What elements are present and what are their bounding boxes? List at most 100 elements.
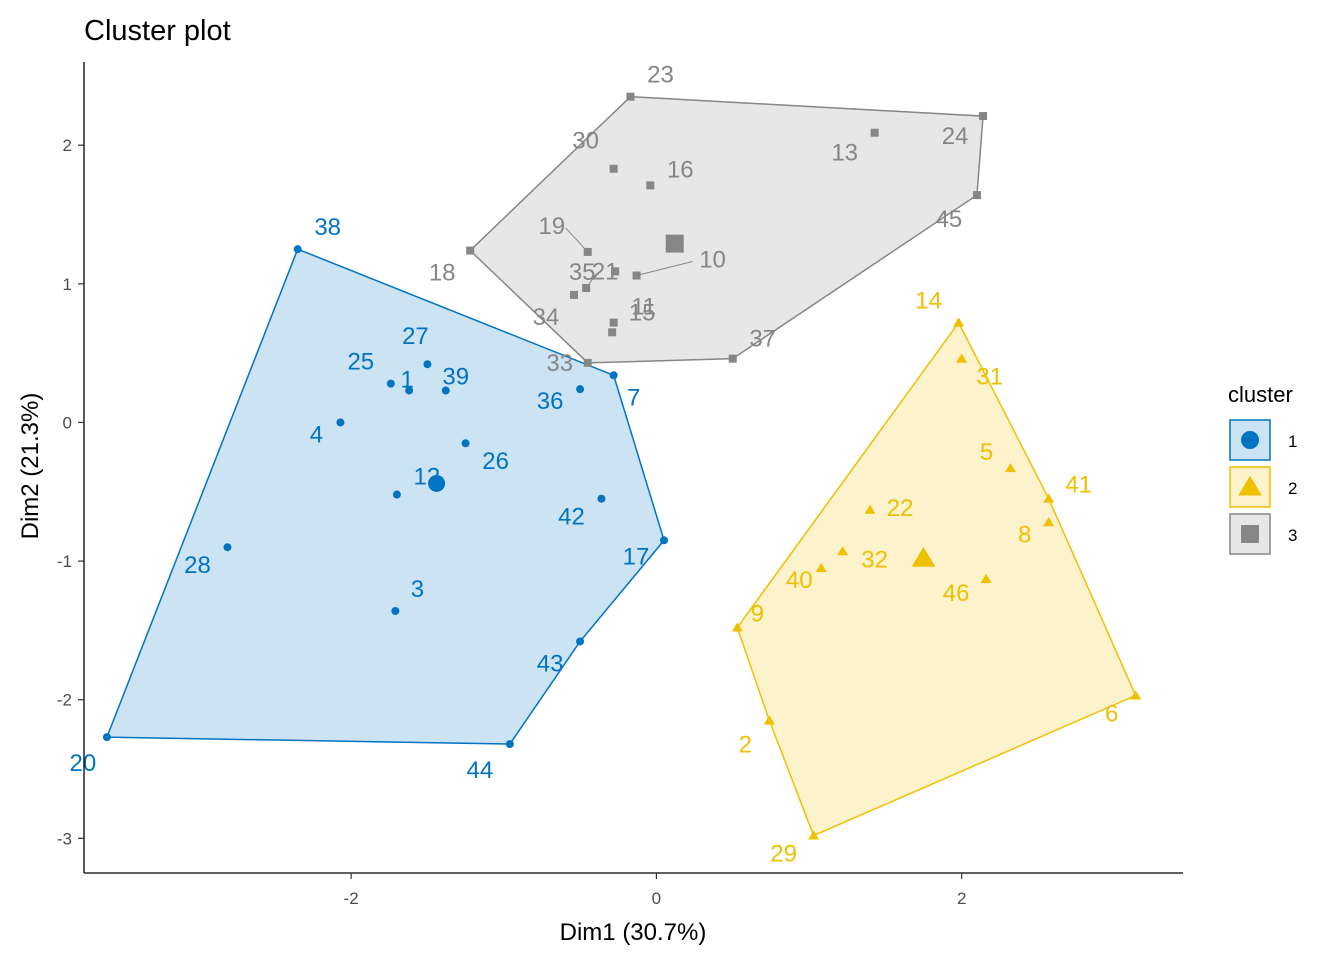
cluster-2-point-5 — [1005, 462, 1017, 473]
x-tick-label: 2 — [957, 889, 966, 908]
point-label-45: 45 — [936, 206, 963, 233]
cluster-3-centroid — [665, 234, 684, 253]
cluster-2-point-46 — [980, 573, 992, 584]
point-label-28: 28 — [184, 552, 211, 579]
y-tick-label: -2 — [57, 691, 72, 710]
cluster-2-point-22 — [864, 504, 876, 514]
point-label-2: 2 — [739, 732, 752, 759]
point-label-41: 41 — [1065, 472, 1092, 499]
point-label-42: 42 — [558, 504, 585, 531]
cluster-1-point-26 — [461, 439, 470, 448]
cluster-1-point-3 — [391, 606, 400, 615]
cluster-2-point-29 — [808, 830, 820, 840]
point-label-7: 7 — [627, 384, 640, 411]
cluster-2-point-6 — [1130, 690, 1142, 700]
cluster-3-point-45 — [972, 191, 981, 200]
point-label-30: 30 — [572, 128, 599, 155]
point-label-20: 20 — [70, 750, 97, 777]
point-label-5: 5 — [980, 439, 993, 466]
cluster-1-point-17 — [660, 536, 669, 545]
cluster-3-point-34 — [569, 290, 578, 299]
leader-10 — [636, 261, 693, 276]
cluster-1-point-43 — [576, 637, 585, 646]
point-label-13: 13 — [831, 140, 858, 167]
cluster-1-point-36 — [576, 385, 585, 394]
point-label-9: 9 — [751, 601, 764, 628]
point-label-16: 16 — [667, 156, 694, 183]
cluster-3-point-23 — [626, 92, 635, 101]
point-label-27: 27 — [402, 323, 429, 350]
cluster-3-point-11 — [609, 318, 618, 327]
point-label-44: 44 — [467, 757, 494, 784]
cluster-1-centroid — [428, 474, 446, 492]
cluster-1-point-1 — [405, 386, 414, 395]
cluster-3-point-10 — [632, 271, 641, 280]
y-tick-label: 2 — [63, 136, 72, 155]
point-label-8: 8 — [1018, 521, 1031, 548]
legend-title: cluster — [1228, 382, 1293, 407]
legend-label-2: 2 — [1288, 479, 1297, 498]
point-label-33: 33 — [546, 350, 573, 377]
cluster-3-point-24 — [979, 112, 988, 121]
point-label-1: 1 — [400, 367, 413, 394]
cluster-2-point-9 — [731, 622, 743, 632]
point-label-35: 35 — [569, 259, 596, 286]
y-tick-label: 0 — [63, 413, 72, 432]
cluster-1-point-27 — [423, 360, 432, 369]
x-tick-label: -2 — [344, 889, 359, 908]
point-label-29: 29 — [770, 841, 797, 868]
cluster-3-point-33 — [583, 358, 592, 367]
point-label-38: 38 — [314, 214, 341, 241]
point-label-32: 32 — [861, 546, 888, 573]
point-label-39: 39 — [442, 364, 469, 391]
point-label-22: 22 — [887, 495, 914, 522]
point-label-37: 37 — [749, 326, 776, 353]
legend-symbol-1 — [1241, 431, 1259, 449]
cluster-3-point-35 — [582, 283, 591, 292]
point-label-40: 40 — [786, 567, 813, 594]
point-label-18: 18 — [429, 260, 456, 287]
legend: cluster 1 2 3 — [1228, 382, 1297, 555]
cluster-2-point-8 — [1043, 517, 1055, 527]
cluster-3-point-30 — [609, 164, 618, 173]
point-label-36: 36 — [537, 388, 564, 415]
cluster-1-point-28 — [223, 543, 232, 552]
point-label-15: 15 — [629, 299, 656, 326]
cluster-2-point-41 — [1043, 493, 1055, 503]
cluster-2-point-14 — [953, 317, 965, 327]
cluster-1-point-4 — [336, 418, 345, 427]
cluster-1-point-39 — [441, 386, 450, 395]
point-label-17: 17 — [623, 543, 650, 570]
cluster-3-point-37 — [728, 354, 737, 363]
y-tick-label: 1 — [63, 275, 72, 294]
point-label-11: 11 — [631, 294, 656, 321]
cluster-1-point-7 — [609, 371, 618, 380]
cluster-3-point-18 — [466, 246, 475, 255]
cluster-1-point-42 — [597, 494, 606, 503]
legend-label-1: 1 — [1288, 432, 1297, 451]
point-label-6: 6 — [1105, 701, 1118, 728]
x-tick-label: 0 — [652, 889, 661, 908]
legend-symbol-3 — [1241, 525, 1259, 543]
cluster-2-point-2 — [763, 715, 775, 725]
point-label-25: 25 — [347, 349, 374, 376]
cluster-3-point-16 — [646, 181, 655, 190]
cluster-1-point-44 — [505, 740, 514, 749]
point-label-3: 3 — [411, 576, 424, 603]
cluster-3-point-19 — [583, 247, 592, 256]
x-axis-title: Dim1 (30.7%) — [560, 919, 707, 946]
y-tick-label: -1 — [57, 552, 72, 571]
cluster-1-point-25 — [386, 379, 395, 388]
cluster-3-point-15 — [608, 328, 617, 337]
point-label-23: 23 — [647, 62, 674, 89]
cluster-3-point-21 — [611, 267, 620, 276]
point-label-26: 26 — [482, 448, 509, 475]
point-label-12: 12 — [414, 464, 441, 491]
cluster-2-point-40 — [815, 562, 827, 572]
chart-title: Cluster plot — [84, 15, 231, 47]
cluster-1-point-12 — [392, 490, 401, 499]
cluster-3-point-13 — [870, 128, 879, 137]
point-label-31: 31 — [976, 364, 1003, 391]
cluster-2-point-31 — [956, 353, 968, 363]
